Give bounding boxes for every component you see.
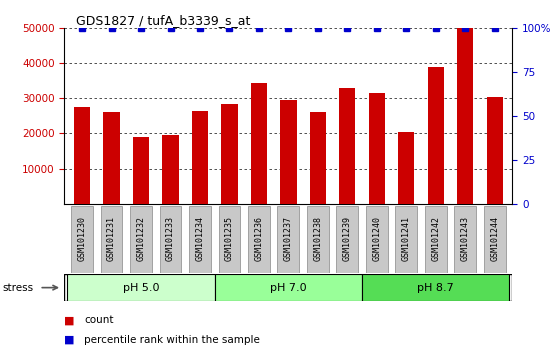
Text: GSM101240: GSM101240 xyxy=(372,216,381,262)
Text: GSM101241: GSM101241 xyxy=(402,216,411,262)
Text: percentile rank within the sample: percentile rank within the sample xyxy=(84,335,260,345)
Bar xyxy=(310,113,326,204)
FancyBboxPatch shape xyxy=(395,206,417,273)
FancyBboxPatch shape xyxy=(484,206,506,273)
FancyBboxPatch shape xyxy=(214,274,362,301)
Text: GSM101239: GSM101239 xyxy=(343,216,352,262)
FancyBboxPatch shape xyxy=(160,206,181,273)
Bar xyxy=(74,107,90,204)
Bar xyxy=(251,82,267,204)
Bar xyxy=(487,97,503,204)
Text: GSM101232: GSM101232 xyxy=(137,216,146,262)
FancyBboxPatch shape xyxy=(130,206,152,273)
Text: pH 7.0: pH 7.0 xyxy=(270,282,307,293)
Bar xyxy=(339,88,356,204)
Text: GSM101244: GSM101244 xyxy=(490,216,499,262)
FancyBboxPatch shape xyxy=(362,274,510,301)
Bar xyxy=(428,67,444,204)
FancyBboxPatch shape xyxy=(454,206,476,273)
FancyBboxPatch shape xyxy=(189,206,211,273)
Bar xyxy=(281,100,296,204)
Text: GSM101233: GSM101233 xyxy=(166,216,175,262)
FancyBboxPatch shape xyxy=(218,206,240,273)
Text: GSM101238: GSM101238 xyxy=(314,216,323,262)
Text: GSM101242: GSM101242 xyxy=(431,216,440,262)
Text: GSM101234: GSM101234 xyxy=(195,216,204,262)
FancyBboxPatch shape xyxy=(248,206,270,273)
FancyBboxPatch shape xyxy=(101,206,123,273)
Bar xyxy=(162,135,179,204)
FancyBboxPatch shape xyxy=(337,206,358,273)
Text: ■: ■ xyxy=(64,315,75,325)
FancyBboxPatch shape xyxy=(67,274,214,301)
Text: pH 5.0: pH 5.0 xyxy=(123,282,159,293)
Text: GDS1827 / tufA_b3339_s_at: GDS1827 / tufA_b3339_s_at xyxy=(76,14,250,27)
Bar xyxy=(133,137,149,204)
Bar xyxy=(457,28,473,204)
Bar xyxy=(104,113,120,204)
Text: stress: stress xyxy=(3,282,34,293)
Text: count: count xyxy=(84,315,114,325)
Bar xyxy=(192,111,208,204)
FancyBboxPatch shape xyxy=(307,206,329,273)
Text: GSM101243: GSM101243 xyxy=(461,216,470,262)
Text: GSM101237: GSM101237 xyxy=(284,216,293,262)
Text: GSM101235: GSM101235 xyxy=(225,216,234,262)
FancyBboxPatch shape xyxy=(278,206,299,273)
FancyBboxPatch shape xyxy=(71,206,93,273)
Text: pH 8.7: pH 8.7 xyxy=(417,282,454,293)
Bar xyxy=(398,132,414,204)
Text: ■: ■ xyxy=(64,335,75,345)
Bar xyxy=(221,104,237,204)
FancyBboxPatch shape xyxy=(425,206,447,273)
Bar xyxy=(368,93,385,204)
Text: GSM101230: GSM101230 xyxy=(78,216,87,262)
FancyBboxPatch shape xyxy=(366,206,388,273)
Text: GSM101231: GSM101231 xyxy=(107,216,116,262)
Text: GSM101236: GSM101236 xyxy=(254,216,263,262)
